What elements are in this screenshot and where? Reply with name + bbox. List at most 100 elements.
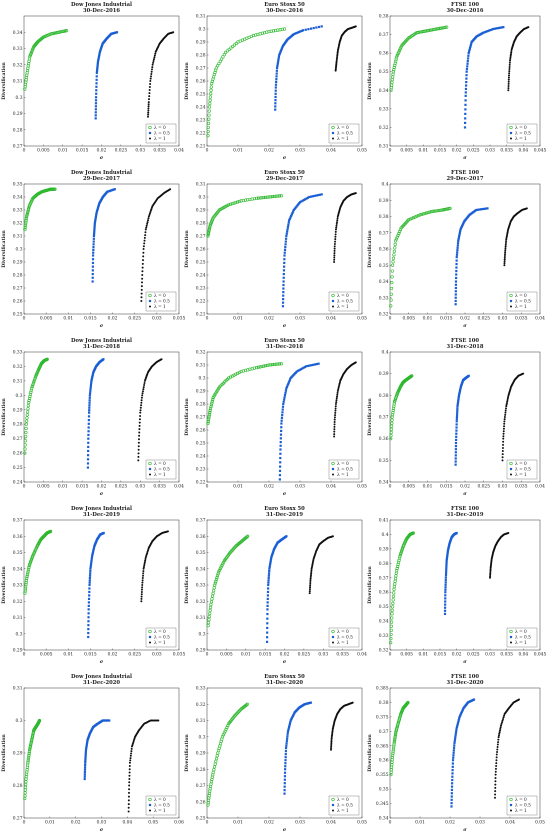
data-point bbox=[306, 196, 310, 199]
data-point bbox=[506, 398, 509, 401]
data-point bbox=[282, 402, 285, 406]
data-point bbox=[269, 561, 272, 564]
data-point bbox=[31, 383, 35, 387]
series-black bbox=[330, 701, 354, 751]
data-point bbox=[336, 219, 339, 222]
data-point bbox=[256, 365, 260, 369]
y-tick-label: 0.28 bbox=[13, 128, 23, 133]
legend: λ = 0λ = 0.5λ = 1 bbox=[328, 459, 360, 480]
data-point bbox=[458, 234, 461, 238]
data-point bbox=[283, 251, 286, 254]
data-point bbox=[317, 25, 321, 29]
data-point bbox=[330, 739, 333, 741]
data-point bbox=[494, 770, 497, 773]
y-tick-label: 0.33 bbox=[196, 584, 206, 589]
series-green bbox=[389, 25, 449, 92]
data-point bbox=[91, 372, 95, 375]
data-point bbox=[149, 83, 152, 86]
data-point bbox=[390, 424, 394, 428]
data-point bbox=[451, 782, 454, 785]
data-point bbox=[94, 96, 98, 99]
data-point bbox=[334, 411, 337, 414]
data-point bbox=[27, 750, 32, 754]
data-point bbox=[489, 568, 492, 571]
data-point bbox=[24, 578, 29, 583]
data-point bbox=[95, 89, 98, 92]
y-tick-label: 0.34 bbox=[13, 196, 23, 201]
data-point bbox=[456, 249, 459, 252]
data-point bbox=[142, 248, 145, 250]
data-point bbox=[32, 379, 36, 384]
legend-label: λ = 0 bbox=[154, 294, 166, 299]
data-point bbox=[393, 61, 397, 65]
chart-subtitle: 29-Dec-2017 bbox=[83, 176, 120, 182]
data-point bbox=[147, 103, 150, 106]
data-point bbox=[501, 459, 504, 462]
legend-label: λ = 0.5 bbox=[337, 300, 353, 305]
data-point bbox=[91, 254, 95, 257]
data-point bbox=[102, 531, 105, 535]
chart-subtitle: 31-Dec-2019 bbox=[266, 512, 303, 518]
data-point bbox=[29, 388, 33, 392]
data-point bbox=[142, 251, 145, 254]
data-point bbox=[305, 365, 308, 368]
data-point bbox=[501, 721, 504, 724]
data-point bbox=[290, 213, 293, 216]
y-tick-label: 0.34 bbox=[13, 31, 23, 36]
data-point bbox=[390, 421, 394, 425]
series-green bbox=[206, 534, 250, 628]
data-point bbox=[90, 556, 94, 559]
data-point bbox=[464, 94, 467, 97]
data-point bbox=[140, 593, 143, 596]
x-tick-label: 0.05 bbox=[357, 821, 367, 826]
data-point bbox=[93, 223, 96, 226]
y-tick-label: 0.28 bbox=[196, 222, 206, 227]
data-point bbox=[509, 57, 512, 60]
data-point bbox=[139, 411, 142, 414]
data-point bbox=[465, 80, 468, 84]
data-point bbox=[446, 550, 449, 553]
data-point bbox=[309, 575, 312, 578]
x-tick-label: 0.005 bbox=[220, 653, 233, 658]
data-point bbox=[494, 767, 497, 770]
y-axis-label: Diversification bbox=[184, 566, 190, 604]
data-point bbox=[390, 608, 394, 612]
data-point bbox=[23, 226, 27, 230]
data-point bbox=[211, 397, 215, 401]
y-tick-label: 0.33 bbox=[13, 584, 23, 589]
y-tick-label: 0.37 bbox=[13, 519, 23, 524]
data-point bbox=[90, 558, 93, 561]
data-point bbox=[279, 362, 283, 366]
data-point bbox=[207, 617, 211, 622]
data-point bbox=[444, 588, 447, 591]
data-point bbox=[266, 636, 269, 639]
x-tick-label: 0.035 bbox=[173, 653, 186, 658]
series-blue bbox=[91, 188, 116, 283]
data-point bbox=[148, 86, 151, 89]
data-point bbox=[266, 617, 269, 620]
data-point bbox=[389, 628, 393, 632]
data-point bbox=[86, 462, 90, 465]
series-green bbox=[23, 718, 42, 801]
data-point bbox=[284, 762, 287, 765]
x-tick-label: 0.04 bbox=[535, 485, 545, 490]
data-point bbox=[299, 368, 302, 371]
data-point bbox=[89, 383, 93, 387]
data-point bbox=[85, 747, 88, 750]
data-point bbox=[83, 766, 87, 769]
data-point bbox=[274, 92, 277, 95]
data-point bbox=[442, 26, 446, 30]
y-tick-label: 0.35 bbox=[196, 551, 206, 556]
chart-title: Dow Jones Industrial bbox=[71, 2, 132, 8]
data-point bbox=[397, 48, 402, 53]
data-point bbox=[142, 386, 145, 389]
data-point bbox=[97, 203, 101, 206]
x-tick-label: 0.02 bbox=[264, 149, 274, 154]
data-point bbox=[30, 556, 34, 561]
data-point bbox=[228, 202, 233, 206]
data-point bbox=[128, 761, 131, 764]
x-tick-label: 0.005 bbox=[37, 149, 50, 154]
data-point bbox=[392, 743, 396, 747]
data-point bbox=[416, 213, 420, 218]
